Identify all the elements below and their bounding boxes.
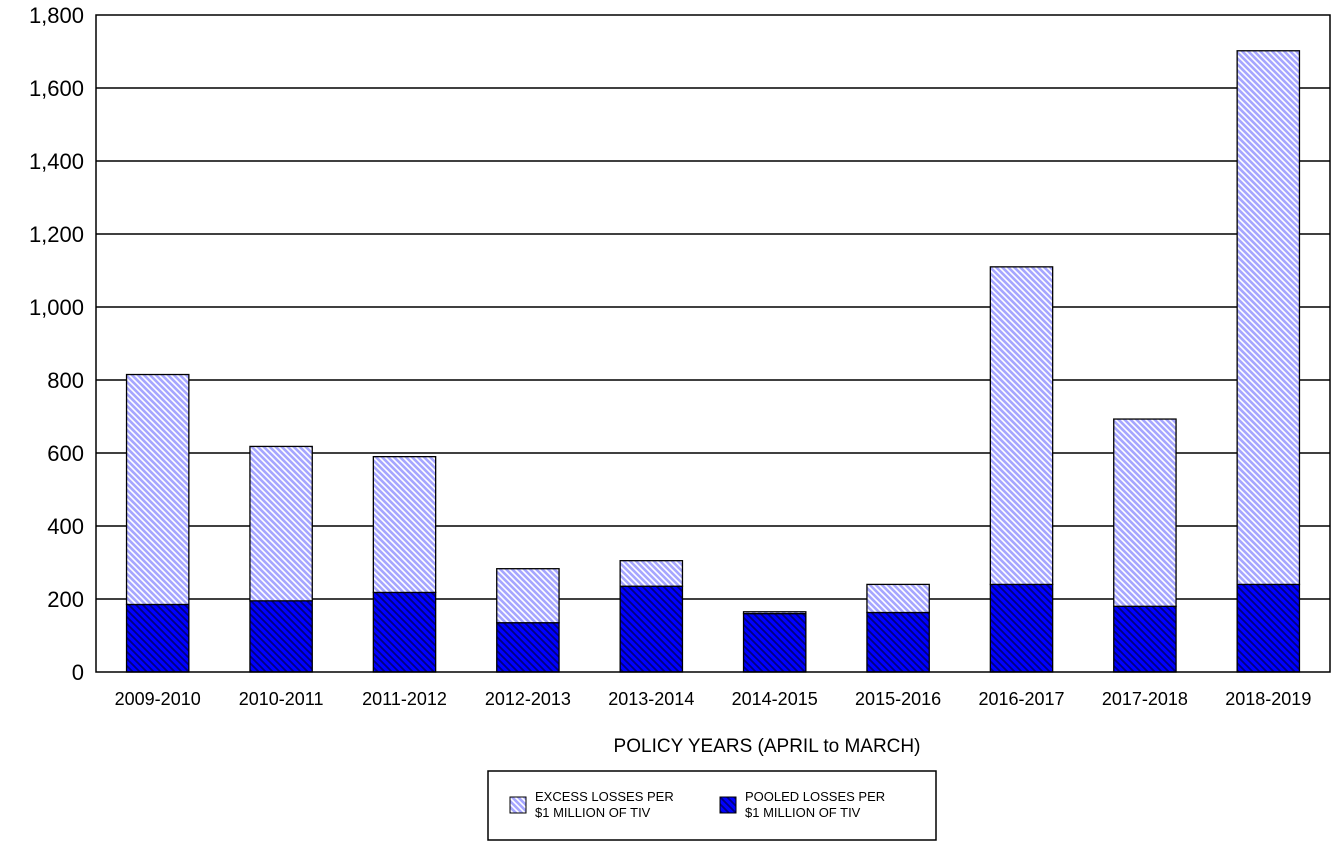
x-tick-label: 2012-2013 — [485, 689, 571, 709]
x-axis-categories: 2009-2010 2010-2011 2011-2012 2012-2013 2013… — [115, 689, 1312, 709]
x-tick-label: 2018-2019 — [1225, 689, 1311, 709]
legend-label: POOLED LOSSES PER — [745, 789, 885, 804]
pooled-losses-bar — [249, 600, 313, 673]
excess-losses-bar — [866, 583, 930, 614]
legend-label: $1 MILLION OF TIV — [535, 805, 651, 820]
excess-losses-bar — [989, 266, 1054, 586]
excess-losses-bar — [372, 455, 437, 594]
plot-area — [95, 14, 1331, 673]
pooled-losses-bar — [619, 585, 684, 673]
pooled-losses-bar — [989, 583, 1054, 673]
legend-box — [487, 770, 937, 841]
legend-label: EXCESS LOSSES PER — [535, 789, 674, 804]
y-tick-label: 0 — [72, 660, 84, 685]
excess-losses-bar — [125, 373, 190, 606]
x-tick-label: 2016-2017 — [978, 689, 1064, 709]
legend-swatch — [719, 796, 737, 814]
x-tick-label: 2011-2012 — [362, 689, 447, 709]
x-tick-label: 2017-2018 — [1102, 689, 1188, 709]
x-axis-label: POLICY YEARS (APRIL to MARCH) — [614, 736, 921, 757]
x-tick-label: 2015-2016 — [855, 689, 941, 709]
pooled-losses-bar — [1236, 583, 1301, 673]
x-tick-label: 2009-2010 — [115, 689, 201, 709]
y-tick-label: 1,400 — [29, 149, 84, 174]
x-tick-label: 2010-2011 — [239, 689, 324, 709]
excess-losses-bar — [1236, 50, 1301, 586]
pooled-losses-bar — [866, 611, 930, 673]
y-tick-label: 200 — [47, 587, 84, 612]
y-tick-label: 1,000 — [29, 295, 84, 320]
pooled-losses-bar — [496, 622, 560, 673]
legend: EXCESS LOSSES PER$1 MILLION OF TIVPOOLED… — [487, 770, 937, 841]
excess-losses-bar — [742, 611, 807, 615]
plot-border — [95, 14, 1331, 673]
excess-losses-bar — [496, 568, 560, 624]
y-tick-label: 400 — [47, 514, 84, 539]
bars — [125, 50, 1301, 673]
y-axis-ticks: 0 200 400 600 800 1,000 1,200 1,400 1,600 1,800 — [29, 3, 84, 685]
x-tick-label: 2013-2014 — [608, 689, 694, 709]
legend-label: $1 MILLION OF TIV — [745, 805, 861, 820]
y-tick-label: 800 — [47, 368, 84, 393]
pooled-losses-bar — [1113, 605, 1177, 673]
legend-item-pooled: POOLED LOSSES PER$1 MILLION OF TIV — [719, 789, 885, 820]
pooled-losses-bar — [372, 591, 437, 673]
legend-swatch — [509, 796, 527, 814]
legend-item-excess: EXCESS LOSSES PER$1 MILLION OF TIV — [509, 789, 674, 820]
y-tick-label: 1,600 — [29, 76, 84, 101]
excess-losses-bar — [619, 560, 684, 587]
y-tick-label: 600 — [47, 441, 84, 466]
pooled-losses-bar — [125, 603, 190, 673]
pooled-losses-bar — [742, 612, 807, 673]
y-tick-label: 1,800 — [29, 3, 84, 28]
x-tick-label: 2014-2015 — [732, 689, 818, 709]
excess-losses-bar — [1113, 418, 1177, 607]
y-tick-label: 1,200 — [29, 222, 84, 247]
excess-losses-bar — [249, 445, 313, 602]
